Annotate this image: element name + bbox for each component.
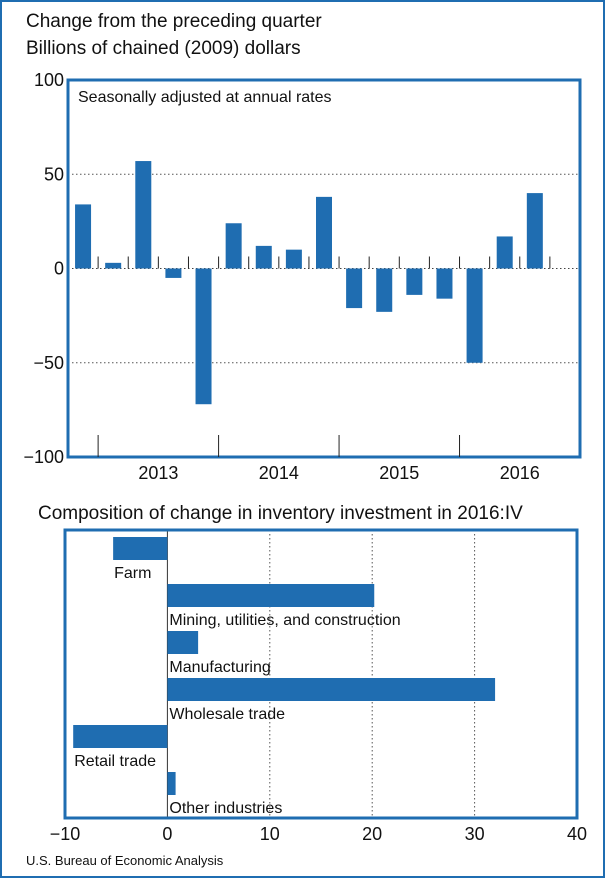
source-note: U.S. Bureau of Economic Analysis: [26, 853, 224, 868]
x-year-label: 2014: [259, 463, 299, 483]
bar: [346, 268, 363, 309]
bar: [167, 631, 199, 654]
bar: [167, 772, 176, 795]
bar: [285, 249, 302, 269]
x-year-label: 2016: [500, 463, 540, 483]
category-label: Farm: [114, 565, 151, 582]
y-tick-label: 0: [54, 259, 64, 279]
chart1-annotation: Seasonally adjusted at annual rates: [78, 89, 332, 106]
y-tick-label: −100: [23, 447, 64, 467]
bar: [466, 268, 483, 363]
bar: [75, 204, 92, 269]
bar: [316, 196, 332, 269]
bar: [73, 725, 168, 748]
x-tick-label: 10: [260, 824, 280, 844]
category-label: Manufacturing: [169, 659, 270, 676]
category-label: Retail trade: [74, 753, 156, 770]
x-tick-label: 40: [567, 824, 587, 844]
bar: [436, 268, 453, 299]
chart1-title: Change from the preceding quarter: [26, 11, 322, 32]
plot-border: [66, 78, 582, 459]
bar: [135, 161, 152, 269]
bar: [225, 223, 242, 269]
plot-border: [63, 528, 579, 820]
x-tick-label: 20: [362, 824, 382, 844]
y-tick-label: 100: [34, 70, 64, 90]
bar: [496, 236, 513, 269]
bar: [376, 268, 393, 312]
x-tick-label: 0: [162, 824, 172, 844]
x-year-label: 2015: [379, 463, 419, 483]
x-tick-label: −10: [50, 824, 81, 844]
category-label: Other industries: [169, 800, 282, 817]
bar: [165, 268, 182, 278]
category-label: Wholesale trade: [169, 706, 285, 723]
bar: [113, 537, 168, 560]
bar: [167, 584, 375, 607]
y-tick-label: −50: [33, 353, 64, 373]
y-tick-label: 50: [44, 164, 64, 184]
bar: [167, 678, 496, 701]
bar: [406, 268, 423, 295]
chart1-plot: −100 −50 0 50 100 2013 2014 2015 2016 Seasonally …: [23, 70, 582, 483]
category-label: Mining, utilities, and construction: [169, 612, 400, 629]
chart2-title: Composition of change in inventory inves…: [38, 503, 523, 524]
chart1-subtitle: Billions of chained (2009) dollars: [26, 38, 301, 59]
bar: [255, 245, 272, 269]
bar: [526, 193, 543, 269]
x-tick-label: 30: [465, 824, 485, 844]
x-year-label: 2013: [138, 463, 178, 483]
bar: [195, 268, 212, 405]
bar: [105, 262, 122, 269]
